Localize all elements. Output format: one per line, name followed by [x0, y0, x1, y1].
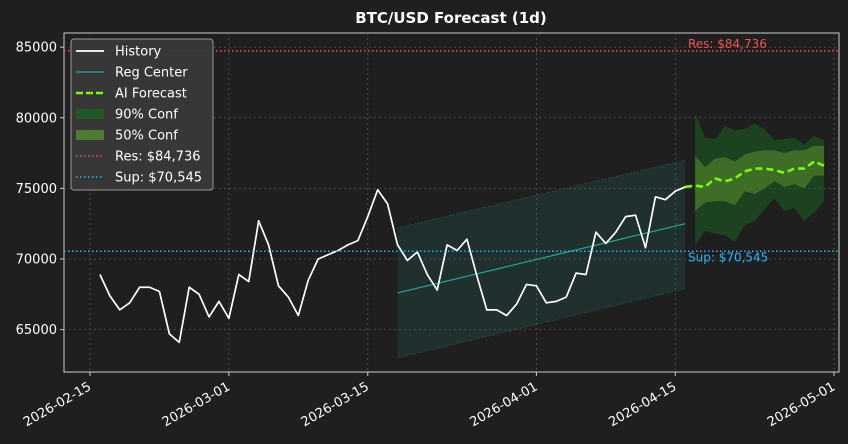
legend-swatch [76, 109, 104, 119]
y-tick-label: 75000 [16, 182, 57, 197]
conf50-band [695, 146, 825, 211]
history-line [99, 186, 686, 344]
support-label: Sup: $70,545 [688, 250, 768, 264]
legend-label: 50% Conf [115, 129, 178, 144]
resistance-label: Res: $84,736 [688, 37, 767, 51]
legend-box [70, 38, 214, 191]
y-tick-label: 80000 [16, 111, 57, 126]
regression-channel [397, 160, 686, 358]
legend-label: AI Forecast [115, 87, 187, 102]
chart-title: BTC/USD Forecast (1d) [355, 9, 547, 27]
regression-upper-edge [397, 159, 686, 229]
y-tick-label: 85000 [16, 41, 57, 56]
legend-label: Sup: $70,545 [115, 171, 202, 186]
regression-lower-edge [397, 288, 686, 359]
legend-label: Res: $84,736 [115, 150, 201, 165]
y-tick-label: 65000 [16, 323, 57, 338]
legend-label: History [115, 45, 162, 60]
legend: History Reg Center AI Forecast 90% Conf 50% … [70, 38, 214, 191]
series-lines [99, 160, 825, 344]
confidence-bands [397, 113, 825, 359]
forecast-line [685, 160, 825, 189]
regression-center-line [397, 223, 686, 294]
y-tick-label: 70000 [16, 253, 57, 268]
legend-swatch [76, 130, 104, 140]
legend-label: 90% Conf [115, 108, 178, 123]
legend-label: Reg Center [115, 66, 188, 81]
